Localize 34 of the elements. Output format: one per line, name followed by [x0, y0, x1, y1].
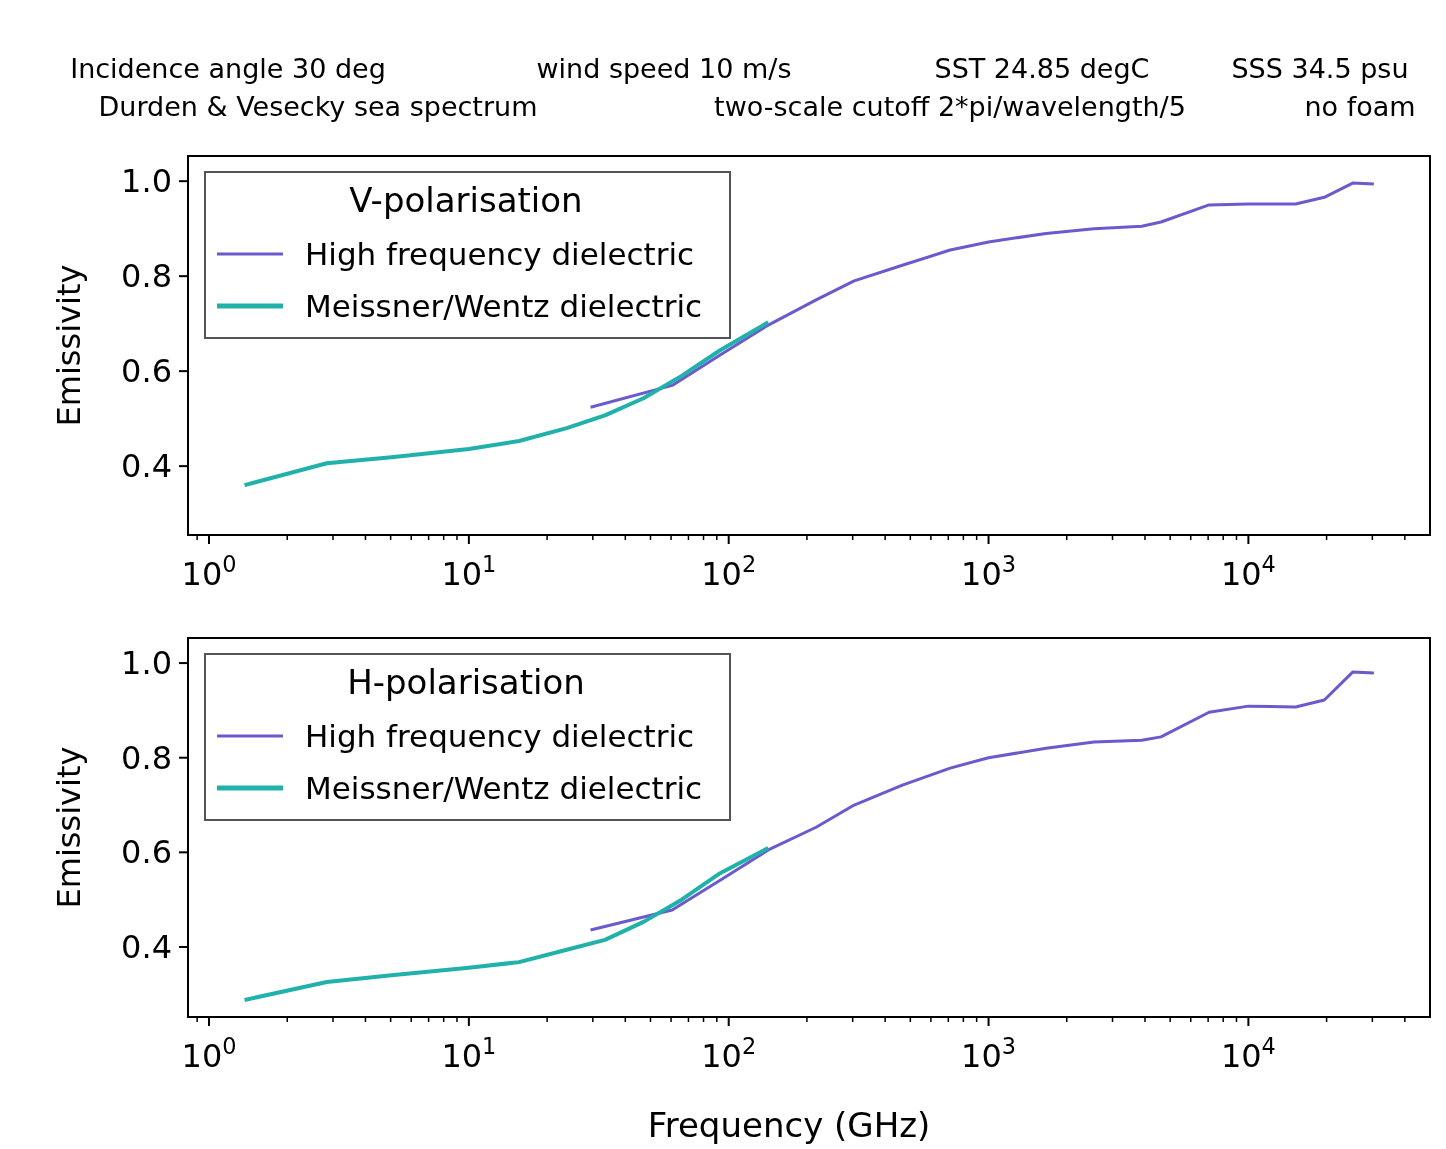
text: Durden & Vesecky sea spectrum — [98, 91, 538, 122]
text: SST 24.85 degC — [934, 53, 1150, 84]
x-tick-label: 10$^{0}$ — [181, 551, 237, 593]
text: SSS 34.5 psu — [1231, 53, 1409, 84]
x-tick-label: 10$^{3}$ — [961, 1033, 1017, 1075]
text: no foam — [1304, 91, 1416, 122]
y-axis-title: Emissivity — [50, 264, 88, 427]
legend-label: Meissner/Wentz dielectric — [305, 288, 703, 324]
y-tick-label: 1.0 — [121, 162, 172, 201]
x-tick-label: 10$^{3}$ — [961, 551, 1017, 593]
y-tick-label: 0.4 — [121, 927, 172, 966]
x-axis-title: Frequency (GHz) — [647, 1105, 931, 1145]
legend-label: High frequency dielectric — [305, 236, 695, 272]
text: wind speed 10 m/s — [536, 53, 792, 84]
y-tick-label: 0.4 — [121, 447, 172, 486]
legend-title: V-polarisation — [349, 180, 583, 220]
x-tick-label: 10$^{0}$ — [181, 1033, 237, 1075]
text: two-scale cutoff 2*pi/wavelength/5 — [714, 91, 1186, 122]
y-tick-label: 0.8 — [121, 257, 172, 296]
legend-label: Meissner/Wentz dielectric — [305, 770, 703, 806]
y-tick-label: 0.8 — [121, 738, 172, 777]
y-tick-label: 0.6 — [121, 352, 172, 391]
y-axis-title: Emissivity — [50, 746, 88, 909]
x-tick-label: 10$^{2}$ — [701, 551, 757, 593]
legend-label: High frequency dielectric — [305, 718, 695, 754]
x-tick-label: 10$^{4}$ — [1220, 1033, 1276, 1075]
x-tick-label: 10$^{4}$ — [1220, 551, 1276, 593]
y-tick-label: 1.0 — [121, 644, 172, 683]
x-tick-label: 10$^{1}$ — [441, 551, 497, 593]
y-tick-label: 0.6 — [121, 833, 172, 872]
text: Incidence angle 30 deg — [70, 53, 386, 84]
x-tick-label: 10$^{1}$ — [441, 1033, 497, 1075]
legend-title: H-polarisation — [347, 662, 585, 702]
x-tick-label: 10$^{2}$ — [701, 1033, 757, 1075]
